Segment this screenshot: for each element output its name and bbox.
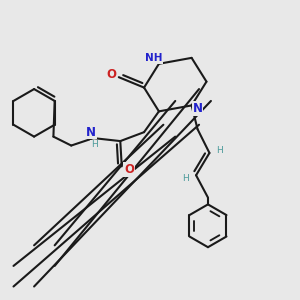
Text: N: N [193, 102, 202, 115]
Text: N: N [86, 126, 96, 139]
Text: H: H [217, 146, 223, 154]
Text: H: H [91, 140, 98, 149]
Text: H: H [182, 174, 189, 183]
Text: NH: NH [145, 53, 162, 64]
Text: O: O [106, 68, 116, 81]
Text: O: O [124, 163, 134, 176]
